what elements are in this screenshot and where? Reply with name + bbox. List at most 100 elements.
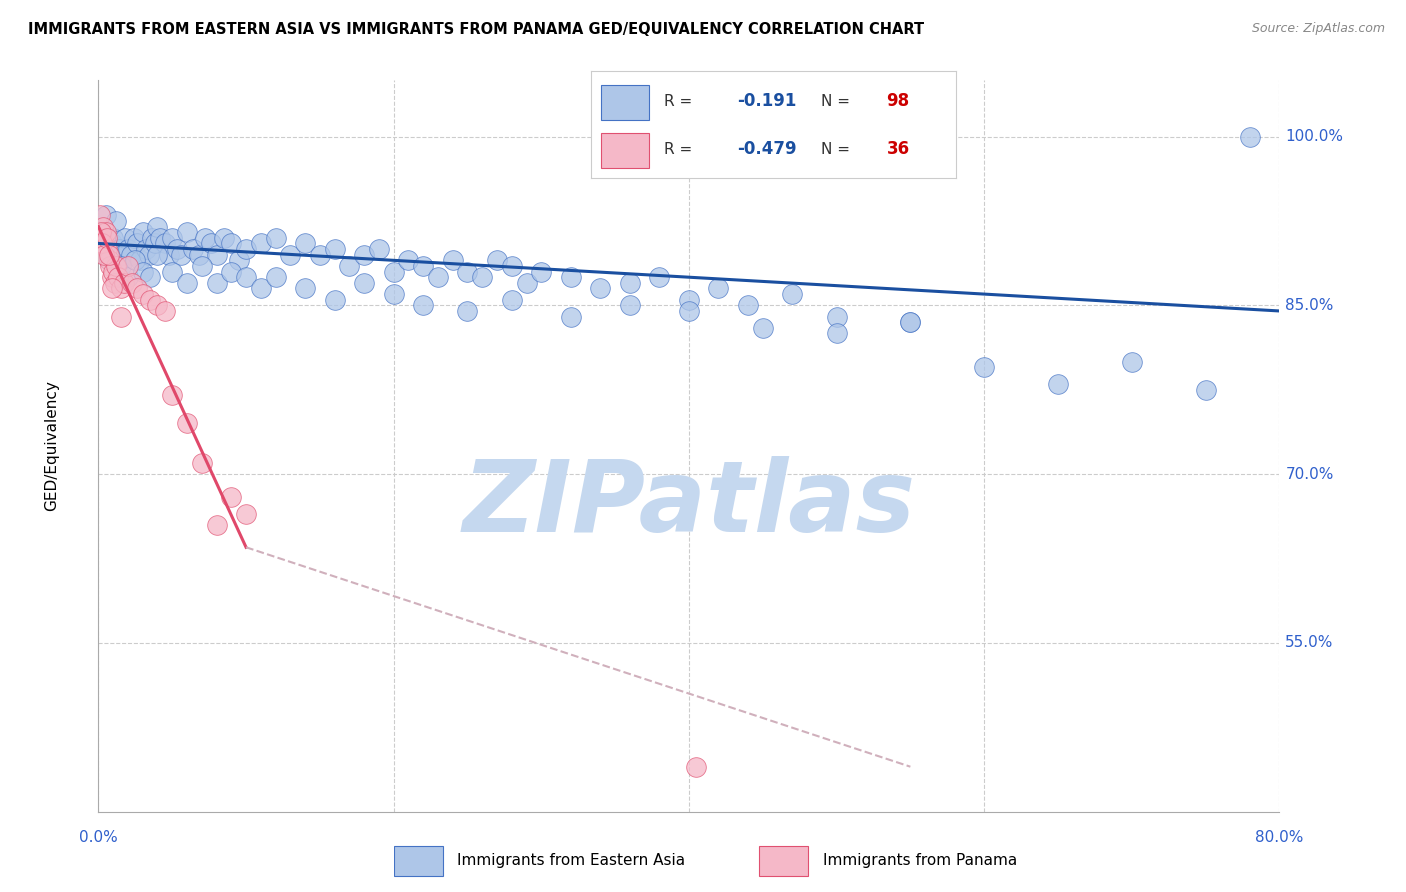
Text: Source: ZipAtlas.com: Source: ZipAtlas.com xyxy=(1251,22,1385,36)
Point xyxy=(825,326,848,341)
Point xyxy=(205,248,228,262)
Text: 36: 36 xyxy=(887,141,910,159)
Point xyxy=(139,293,162,307)
Point xyxy=(441,253,464,268)
Point xyxy=(235,507,257,521)
Point xyxy=(153,304,176,318)
Point xyxy=(117,242,139,256)
Point xyxy=(191,259,214,273)
Text: -0.191: -0.191 xyxy=(737,93,796,111)
Point xyxy=(157,248,180,262)
Point xyxy=(200,236,222,251)
Point xyxy=(323,242,346,256)
Point xyxy=(91,219,114,234)
Point xyxy=(973,360,995,375)
Point xyxy=(105,214,128,228)
Point xyxy=(212,231,235,245)
Text: Immigrants from Eastern Asia: Immigrants from Eastern Asia xyxy=(457,854,685,868)
Point xyxy=(176,225,198,239)
Point xyxy=(619,298,641,312)
Text: N =: N = xyxy=(821,94,849,109)
Point xyxy=(103,231,125,245)
Point xyxy=(264,270,287,285)
Point xyxy=(205,276,228,290)
Point xyxy=(176,276,198,290)
Point xyxy=(368,242,391,256)
Point xyxy=(382,287,405,301)
Point xyxy=(153,236,176,251)
Point xyxy=(90,231,112,245)
Point xyxy=(250,236,273,251)
Point xyxy=(191,456,214,470)
Point xyxy=(94,208,117,222)
Point xyxy=(170,248,193,262)
Point xyxy=(501,259,523,273)
Point xyxy=(678,293,700,307)
Point xyxy=(98,248,121,262)
Point xyxy=(323,293,346,307)
Point xyxy=(110,259,132,273)
Point xyxy=(97,253,120,268)
Point xyxy=(89,208,111,222)
Point xyxy=(146,248,169,262)
Text: GED/Equivalency: GED/Equivalency xyxy=(44,381,59,511)
Text: ZIPatlas: ZIPatlas xyxy=(463,456,915,553)
Point xyxy=(96,242,118,256)
Point xyxy=(530,264,553,278)
Point xyxy=(111,248,134,262)
Text: 55.0%: 55.0% xyxy=(1285,635,1334,650)
Point xyxy=(91,236,114,251)
Text: N =: N = xyxy=(821,142,849,157)
Point xyxy=(427,270,450,285)
Text: IMMIGRANTS FROM EASTERN ASIA VS IMMIGRANTS FROM PANAMA GED/EQUIVALENCY CORRELATI: IMMIGRANTS FROM EASTERN ASIA VS IMMIGRAN… xyxy=(28,22,924,37)
Text: 100.0%: 100.0% xyxy=(1285,129,1343,144)
Point xyxy=(278,248,302,262)
Point xyxy=(162,231,183,245)
Point xyxy=(737,298,759,312)
Point xyxy=(560,310,582,324)
Point xyxy=(108,242,131,256)
Point xyxy=(117,259,139,273)
Point xyxy=(112,276,135,290)
Point xyxy=(139,270,162,285)
Point xyxy=(501,293,523,307)
Point xyxy=(101,281,124,295)
Text: 80.0%: 80.0% xyxy=(1256,830,1303,845)
Point xyxy=(707,281,730,295)
Point xyxy=(138,248,160,262)
Point xyxy=(114,231,136,245)
Point xyxy=(90,225,112,239)
Point xyxy=(176,417,198,431)
Point xyxy=(146,219,169,234)
Text: -0.479: -0.479 xyxy=(737,141,796,159)
Text: 85.0%: 85.0% xyxy=(1285,298,1334,313)
Point xyxy=(194,231,217,245)
Point xyxy=(900,315,922,329)
FancyBboxPatch shape xyxy=(602,86,650,120)
Point xyxy=(396,253,419,268)
Text: R =: R = xyxy=(664,142,692,157)
Point xyxy=(648,270,671,285)
Point xyxy=(619,276,641,290)
Point xyxy=(100,270,122,285)
Point xyxy=(107,270,129,285)
Point xyxy=(264,231,287,245)
Point xyxy=(382,264,405,278)
Point xyxy=(141,231,163,245)
Text: 70.0%: 70.0% xyxy=(1285,467,1334,482)
Point xyxy=(162,388,183,402)
Point xyxy=(97,253,120,268)
FancyBboxPatch shape xyxy=(394,846,443,876)
Text: R =: R = xyxy=(664,94,692,109)
Point xyxy=(93,248,115,262)
Point xyxy=(125,281,148,295)
FancyBboxPatch shape xyxy=(602,134,650,168)
Point xyxy=(135,242,157,256)
Point xyxy=(132,287,155,301)
Point xyxy=(1046,377,1069,392)
Point xyxy=(110,310,132,324)
Point xyxy=(93,236,115,251)
Point xyxy=(471,270,494,285)
Point xyxy=(235,242,257,256)
Text: 0.0%: 0.0% xyxy=(79,830,118,845)
